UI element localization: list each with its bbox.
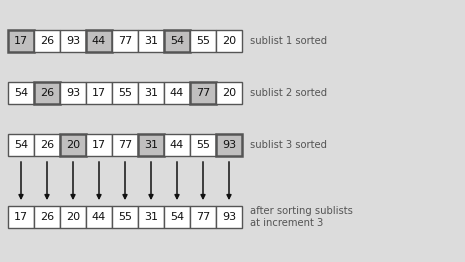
Text: 77: 77: [196, 88, 210, 98]
Bar: [138, 206, 164, 228]
Bar: [112, 30, 138, 52]
Text: 44: 44: [170, 88, 184, 98]
Bar: [216, 82, 242, 104]
Bar: [216, 206, 242, 228]
Bar: [190, 206, 216, 228]
Text: 54: 54: [14, 88, 28, 98]
Bar: [8, 82, 34, 104]
Text: 31: 31: [144, 88, 158, 98]
Bar: [86, 206, 112, 228]
Text: 26: 26: [40, 140, 54, 150]
Text: 44: 44: [92, 212, 106, 222]
Text: after sorting sublists
at increment 3: after sorting sublists at increment 3: [250, 206, 353, 228]
Text: 54: 54: [14, 140, 28, 150]
Text: 55: 55: [118, 88, 132, 98]
Bar: [112, 206, 138, 228]
Bar: [86, 134, 112, 156]
Text: 31: 31: [144, 212, 158, 222]
Bar: [190, 30, 216, 52]
Text: 77: 77: [118, 36, 132, 46]
Text: 20: 20: [222, 88, 236, 98]
Bar: [34, 134, 60, 156]
Text: sublist 3 sorted: sublist 3 sorted: [250, 140, 327, 150]
Text: 55: 55: [196, 140, 210, 150]
Text: 54: 54: [170, 212, 184, 222]
Text: 20: 20: [66, 140, 80, 150]
Text: 17: 17: [92, 140, 106, 150]
Text: 17: 17: [92, 88, 106, 98]
Text: 77: 77: [118, 140, 132, 150]
Bar: [8, 30, 34, 52]
Text: 44: 44: [92, 36, 106, 46]
Text: 17: 17: [14, 36, 28, 46]
Text: 31: 31: [144, 140, 158, 150]
Text: 44: 44: [170, 140, 184, 150]
Bar: [164, 206, 190, 228]
Text: 93: 93: [66, 36, 80, 46]
Bar: [164, 82, 190, 104]
Bar: [112, 82, 138, 104]
Bar: [60, 82, 86, 104]
Text: 93: 93: [222, 212, 236, 222]
Text: 31: 31: [144, 36, 158, 46]
Bar: [34, 206, 60, 228]
Text: 20: 20: [222, 36, 236, 46]
Bar: [60, 30, 86, 52]
Bar: [60, 134, 86, 156]
Text: 17: 17: [14, 212, 28, 222]
Bar: [138, 82, 164, 104]
Bar: [8, 134, 34, 156]
Bar: [86, 82, 112, 104]
Bar: [164, 134, 190, 156]
Bar: [216, 134, 242, 156]
Bar: [164, 30, 190, 52]
Text: 54: 54: [170, 36, 184, 46]
Bar: [8, 206, 34, 228]
Text: 55: 55: [196, 36, 210, 46]
Text: sublist 1 sorted: sublist 1 sorted: [250, 36, 327, 46]
Text: 26: 26: [40, 88, 54, 98]
Text: 26: 26: [40, 36, 54, 46]
Bar: [34, 30, 60, 52]
Text: 20: 20: [66, 212, 80, 222]
Bar: [34, 82, 60, 104]
Text: sublist 2 sorted: sublist 2 sorted: [250, 88, 327, 98]
Text: 55: 55: [118, 212, 132, 222]
Bar: [216, 30, 242, 52]
Text: 93: 93: [222, 140, 236, 150]
Bar: [86, 30, 112, 52]
Bar: [190, 82, 216, 104]
Text: 26: 26: [40, 212, 54, 222]
Bar: [112, 134, 138, 156]
Bar: [138, 134, 164, 156]
Bar: [138, 30, 164, 52]
Bar: [60, 206, 86, 228]
Bar: [190, 134, 216, 156]
Text: 93: 93: [66, 88, 80, 98]
Text: 77: 77: [196, 212, 210, 222]
